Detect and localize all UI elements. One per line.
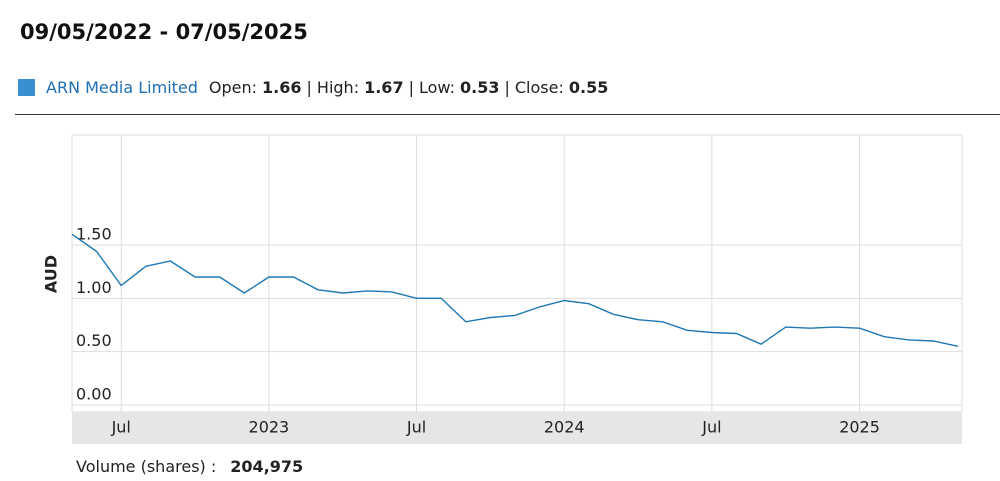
volume-label: Volume (shares) : xyxy=(76,457,217,476)
field-label: High: xyxy=(316,78,360,97)
legend-name[interactable]: ARN Media Limited xyxy=(46,78,198,97)
field-value: 0.53 xyxy=(460,78,500,97)
field-label: Open: xyxy=(208,78,258,97)
legend: ARN Media Limited Open: 1.66 | High: 1.67 | Low… xyxy=(18,78,608,97)
price-line xyxy=(71,233,959,347)
x-tick-label: Jul xyxy=(701,418,721,437)
x-tick-label: Jul xyxy=(406,418,426,437)
x-tick-label: Jul xyxy=(111,418,131,437)
x-tick-label: 2024 xyxy=(544,418,585,437)
y-tick-label: 0.50 xyxy=(76,331,112,350)
x-tick-label: 2025 xyxy=(839,418,880,437)
volume-value: 204,975 xyxy=(230,457,304,476)
divider xyxy=(15,114,1000,115)
legend-separator: | xyxy=(408,78,414,97)
y-axis-label: AUD xyxy=(42,255,61,293)
y-tick-label: 1.00 xyxy=(76,278,112,297)
legend-separator: | xyxy=(306,78,312,97)
field-label: Low: xyxy=(418,78,455,97)
y-tick-label: 0.00 xyxy=(76,385,112,404)
legend-swatch xyxy=(18,79,35,96)
x-axis-band xyxy=(72,412,962,444)
volume: Volume (shares) : 204,975 xyxy=(76,457,303,476)
x-tick-label: 2023 xyxy=(249,418,290,437)
legend-separator: | xyxy=(504,78,510,97)
field-value: 1.67 xyxy=(364,78,404,97)
field-label: Close: xyxy=(514,78,564,97)
field-value: 1.66 xyxy=(262,78,302,97)
plot-area xyxy=(71,134,963,413)
date-range-title: 09/05/2022 - 07/05/2025 xyxy=(20,20,308,44)
field-value: 0.55 xyxy=(568,78,609,97)
y-tick-label: 1.50 xyxy=(76,225,112,244)
